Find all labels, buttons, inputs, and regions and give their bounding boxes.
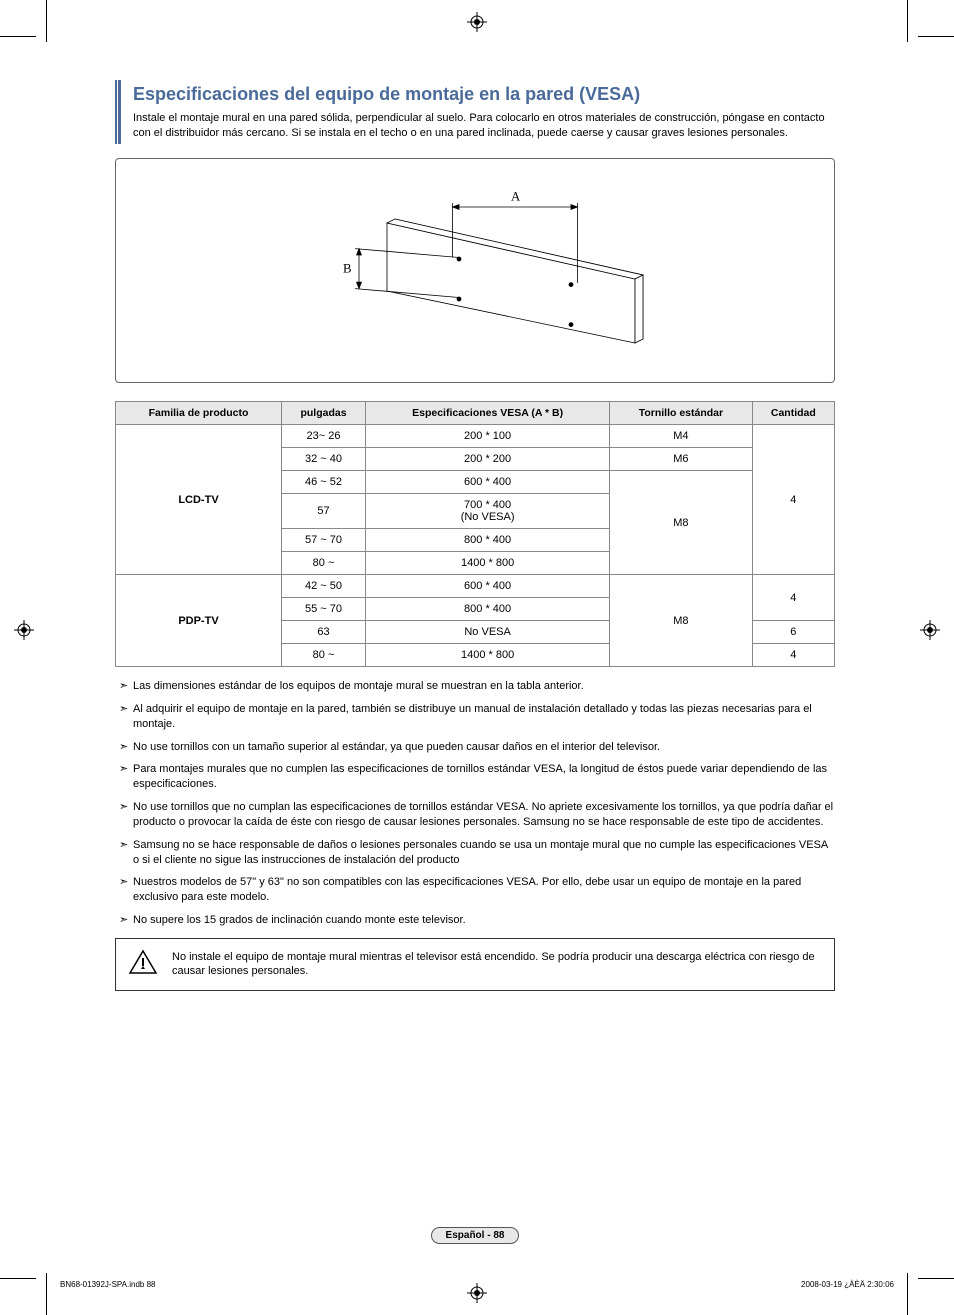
warning-text: No instale el equipo de montaje mural mi… [172,950,822,980]
note-arrow-icon: ➣ [115,702,133,732]
note-item: ➣No use tornillos con un tamaño superior… [115,740,835,755]
col-vesa: Especificaciones VESA (A * B) [366,402,610,425]
crop-mark [46,1273,47,1315]
note-item: ➣Nuestros modelos de 57" y 63" no son co… [115,875,835,905]
table-row: LCD-TV 23~ 26 200 * 100 M4 4 [116,425,835,448]
notes-list: ➣Las dimensiones estándar de los equipos… [115,679,835,928]
diagram-label-a: A [511,189,521,203]
page-footer: Español - 88 [115,1225,835,1244]
note-arrow-icon: ➣ [115,740,133,755]
col-family: Familia de producto [116,402,282,425]
family-pdp: PDP-TV [116,575,282,667]
section-accent-bar [115,80,121,144]
registration-mark-icon [467,12,487,32]
footer-filename: BN68-01392J-SPA.indb 88 [60,1280,155,1289]
vesa-diagram: A B [115,158,835,383]
note-item: ➣No use tornillos que no cumplan las esp… [115,800,835,830]
warning-icon [128,949,158,980]
note-arrow-icon: ➣ [115,838,133,868]
crop-mark [46,0,47,42]
crop-mark [0,1278,36,1279]
note-item: ➣Al adquirir el equipo de montaje en la … [115,702,835,732]
note-arrow-icon: ➣ [115,800,133,830]
crop-mark [907,1273,908,1315]
family-lcd: LCD-TV [116,425,282,575]
page-content: Especificaciones del equipo de montaje e… [115,80,835,991]
section-intro: Instale el montaje mural en una pared só… [133,111,835,141]
note-arrow-icon: ➣ [115,762,133,792]
col-qty: Cantidad [752,402,834,425]
table-row: PDP-TV 42 ~ 50 600 * 400 M8 4 [116,575,835,598]
note-item: ➣Para montajes murales que no cumplen la… [115,762,835,792]
col-screw: Tornillo estándar [610,402,753,425]
warning-box: No instale el equipo de montaje mural mi… [115,938,835,991]
note-item: ➣Las dimensiones estándar de los equipos… [115,679,835,694]
crop-mark [907,0,908,42]
crop-mark [0,36,36,37]
registration-mark-icon [14,620,34,640]
registration-mark-icon [920,620,940,640]
diagram-label-b: B [343,261,352,275]
print-footer: BN68-01392J-SPA.indb 88 2008-03-19 ¿ÀÈÄ … [60,1280,894,1289]
crop-mark [918,1278,954,1279]
footer-timestamp: 2008-03-19 ¿ÀÈÄ 2:30:06 [801,1280,894,1289]
note-arrow-icon: ➣ [115,913,133,928]
note-item: ➣Samsung no se hace responsable de daños… [115,838,835,868]
page-number-badge: Español - 88 [431,1227,520,1244]
note-arrow-icon: ➣ [115,679,133,694]
note-arrow-icon: ➣ [115,875,133,905]
col-inches: pulgadas [281,402,365,425]
vesa-spec-table: Familia de producto pulgadas Especificac… [115,401,835,667]
crop-mark [918,36,954,37]
note-item: ➣No supere los 15 grados de inclinación … [115,913,835,928]
section-title: Especificaciones del equipo de montaje e… [133,84,835,105]
section-header: Especificaciones del equipo de montaje e… [115,80,835,144]
